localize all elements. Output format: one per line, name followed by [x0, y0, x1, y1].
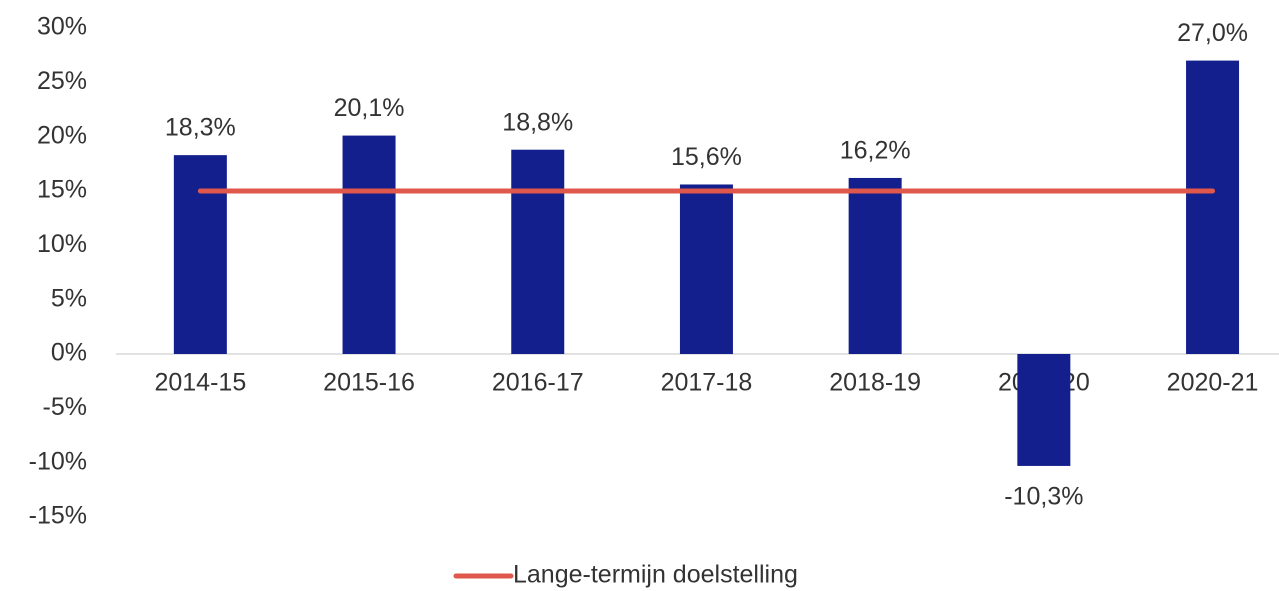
data-label: 16,2%: [840, 137, 911, 165]
data-label: 18,3%: [165, 114, 236, 142]
y-tick-label: 0%: [51, 339, 87, 367]
y-tick-label: 20%: [37, 121, 87, 149]
y-tick-label: 10%: [37, 230, 87, 258]
data-label: 20,1%: [334, 94, 405, 122]
data-label: 15,6%: [671, 143, 742, 171]
x-tick-label: 2020-21: [1167, 369, 1259, 397]
x-tick-label: 2015-16: [323, 369, 415, 397]
bar: [848, 177, 902, 354]
data-label: 18,8%: [502, 108, 573, 136]
y-tick-label: 30%: [37, 13, 87, 41]
bar: [342, 135, 396, 354]
bar: [173, 155, 227, 354]
y-tick-label: 5%: [51, 284, 87, 312]
bar: [679, 184, 733, 354]
x-tick-label: 2018-19: [829, 369, 921, 397]
x-tick-label: 2017-18: [661, 369, 753, 397]
y-tick-label: -5%: [43, 393, 87, 421]
bar: [511, 149, 565, 354]
x-tick-label: 2014-15: [154, 369, 246, 397]
data-label: 27,0%: [1177, 19, 1248, 47]
data-label: -10,3%: [1004, 483, 1083, 511]
legend-label: Lange-termijn doelstelling: [513, 561, 798, 589]
bar: [1017, 354, 1071, 466]
y-tick-label: 25%: [37, 67, 87, 95]
y-tick-label: 15%: [37, 176, 87, 204]
bar: [1186, 60, 1240, 354]
y-tick-label: -10%: [29, 447, 87, 475]
y-tick-label: -15%: [29, 502, 87, 530]
x-tick-label: 2016-17: [492, 369, 584, 397]
